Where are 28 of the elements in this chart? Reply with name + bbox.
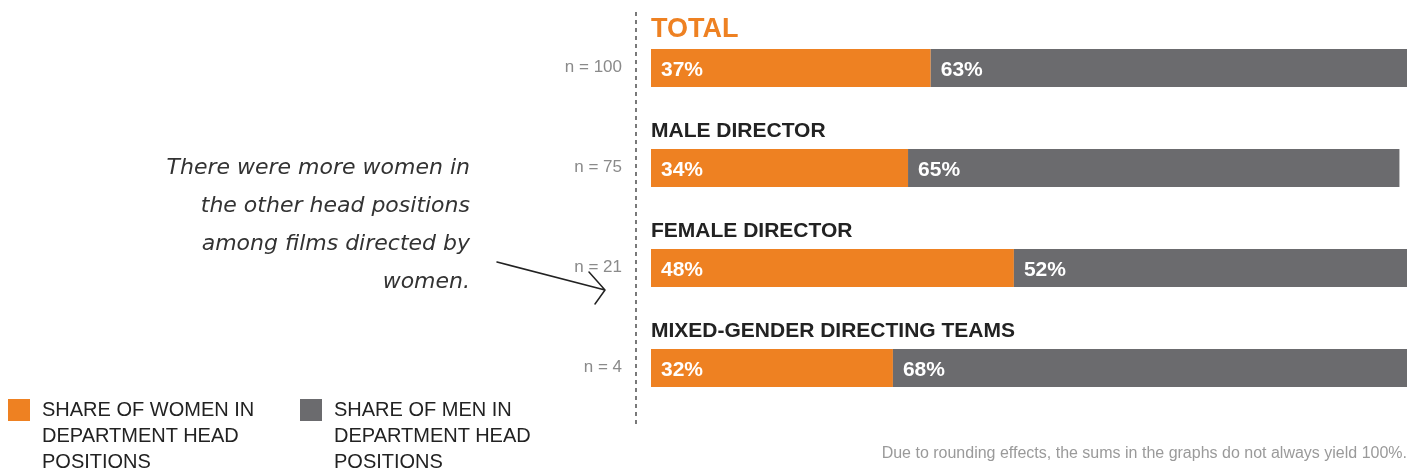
y-tick-label: MALE DIRECTOR: [651, 118, 826, 142]
text: n = 21: [574, 257, 622, 277]
data-label: 37%: [661, 56, 704, 80]
bar: [651, 349, 893, 387]
data-label: 52%: [1023, 256, 1067, 280]
legend-label: SHARE OF WOMEN IN DEPARTMENT HEAD POSITIONS: [42, 397, 256, 468]
data-label: 65%: [918, 156, 961, 180]
y-tick-label: MIXED-GENDER DIRECTING TEAMS: [651, 318, 1016, 342]
data-label: 68%: [902, 356, 946, 380]
bar: [1013, 249, 1407, 287]
y-tick-label: FEMALE DIRECTOR: [651, 218, 853, 242]
text: n = 75: [574, 157, 622, 177]
text: n = 100: [564, 57, 622, 77]
text: n = 4: [583, 357, 622, 377]
bar: [908, 149, 1400, 187]
text: There were more women in the other head positions among films directed by women.: [165, 153, 470, 295]
data-label: 34%: [661, 156, 704, 180]
bar: [651, 49, 931, 87]
bar: [892, 349, 1407, 387]
bar: [930, 49, 1407, 87]
data-label: 63%: [940, 56, 984, 80]
data-label: 32%: [661, 356, 704, 380]
text: Due to rounding effects, the sums in the graphs do not always yield 100%.: [881, 444, 1407, 462]
legend-label: SHARE OF MEN IN DEPARTMENT HEAD POSITIONS: [334, 397, 532, 468]
y-tick-label: TOTAL: [651, 13, 739, 44]
bar: [651, 249, 1014, 287]
data-label: 48%: [661, 256, 704, 280]
bar: [651, 149, 909, 187]
